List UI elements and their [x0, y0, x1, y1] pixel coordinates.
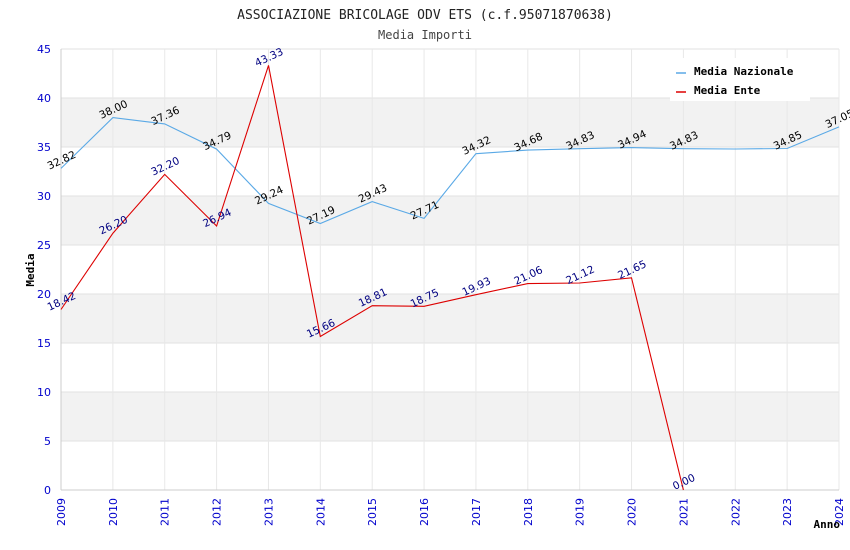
x-tick-label: 2022 — [729, 498, 742, 526]
y-tick-label: 15 — [37, 337, 51, 350]
y-tick-label: 10 — [37, 386, 51, 399]
grid-band — [61, 294, 839, 343]
x-tick-label: 2011 — [159, 498, 172, 526]
y-tick-label: 20 — [37, 288, 51, 301]
y-tick-label: 35 — [37, 141, 51, 154]
grid-lines — [60, 48, 840, 491]
y-tick-label: 25 — [37, 239, 51, 252]
x-tick-label: 2018 — [522, 498, 535, 526]
x-tick-label: 2015 — [366, 498, 379, 526]
y-tick-label: 5 — [44, 435, 51, 448]
grid-band — [61, 196, 839, 245]
axes: 0 5 10 15 20 25 30 35 40 45 2009 2010 2011 2012 2013 20… — [37, 43, 846, 526]
y-tick-label: 30 — [37, 190, 51, 203]
chart-subtitle: Media Importi — [378, 28, 472, 42]
x-tick-label: 2019 — [574, 498, 587, 526]
x-tick-label: 2020 — [626, 498, 639, 526]
x-tick-label: 2010 — [107, 498, 120, 526]
y-tick-label: 40 — [37, 92, 51, 105]
x-tick-label: 2021 — [677, 498, 690, 526]
grid-band — [61, 392, 839, 441]
x-tick-label: 2024 — [833, 498, 846, 526]
y-tick-label: 0 — [44, 484, 51, 497]
legend-box — [670, 58, 810, 101]
legend-label: Media Nazionale — [694, 65, 794, 78]
x-tick-label: 2013 — [262, 498, 275, 526]
x-tick-label: 2017 — [470, 498, 483, 526]
x-tick-label: 2012 — [211, 498, 224, 526]
x-axis-title: Anno — [814, 518, 841, 531]
x-tick-label: 2016 — [418, 498, 431, 526]
x-tick-label: 2009 — [55, 498, 68, 526]
legend: Media Nazionale Media Ente — [670, 58, 810, 101]
series-line-1 — [60, 117, 840, 225]
legend-label: Media Ente — [694, 84, 761, 97]
y-axis-title: Media — [24, 253, 37, 286]
x-tick-label: 2023 — [781, 498, 794, 526]
grid-bands — [61, 49, 839, 490]
x-tick-label: 2014 — [314, 498, 327, 526]
series-line-2 — [60, 65, 684, 491]
chart-title: ASSOCIAZIONE BRICOLAGE ODV ETS (c.f.9507… — [237, 8, 613, 23]
y-tick-label: 45 — [37, 43, 51, 56]
series-lines — [60, 65, 840, 491]
grid-band — [61, 98, 839, 147]
